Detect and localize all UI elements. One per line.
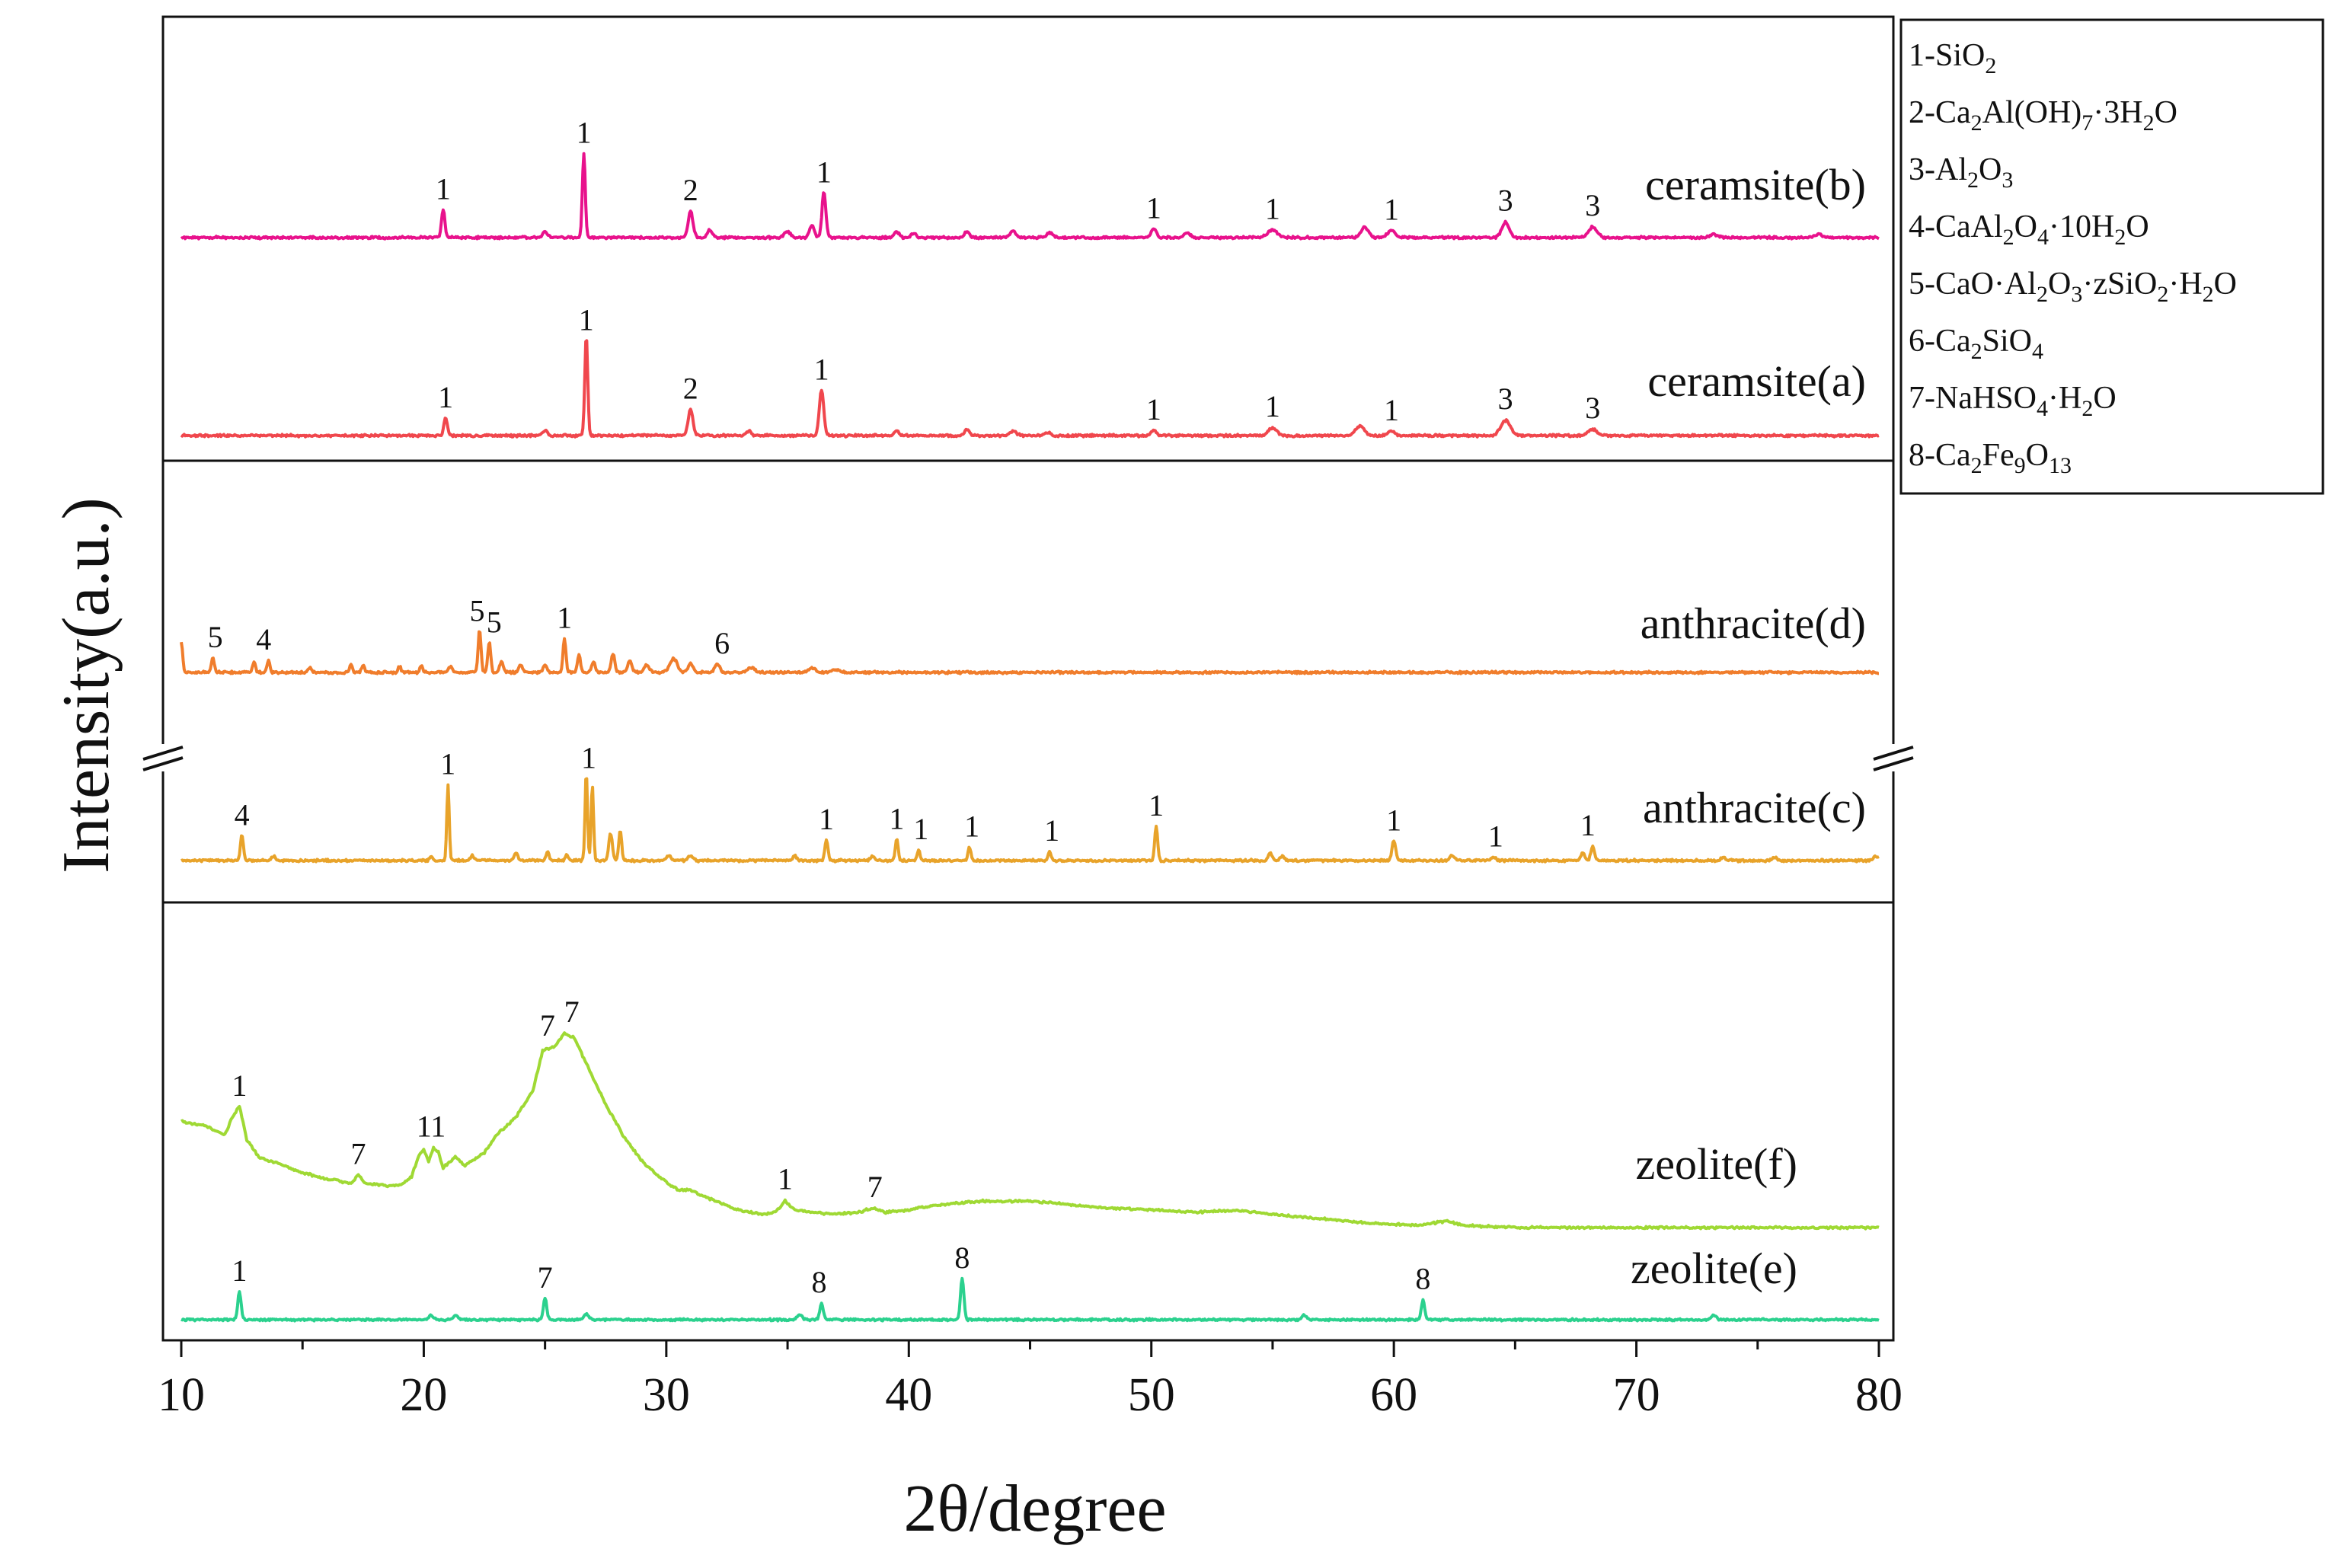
peak-label: 1 — [814, 353, 829, 387]
peak-label: 1 — [913, 812, 928, 846]
peak-label: 3 — [1498, 184, 1513, 218]
peak-label: 1 — [1265, 191, 1280, 225]
series-label: zeolite(f) — [1635, 1139, 1797, 1189]
x-tick-label: 10 — [158, 1369, 205, 1421]
x-tick-label: 20 — [400, 1369, 447, 1421]
peak-label: 5 — [208, 620, 223, 654]
peak-label: 8 — [811, 1265, 826, 1299]
peak-label: 1 — [436, 172, 451, 206]
peak-label: 1 — [579, 302, 594, 337]
peak-label: 1 — [964, 810, 979, 844]
peak-label: 3 — [1585, 391, 1600, 425]
plot-frames — [142, 15, 1914, 1342]
peak-label: 1 — [1044, 813, 1059, 848]
series-labels: ceramsite(b) ceramsite(a) anthracite(d) ant… — [1631, 160, 1866, 1293]
peak-label: 1 — [1580, 808, 1596, 842]
peak-label: 5 — [469, 594, 484, 628]
peak-label: 1 — [1488, 819, 1503, 854]
legend-entry: 8-Ca2Fe9O13 — [1909, 438, 2072, 478]
peak-label: 1 — [438, 380, 453, 414]
peak-label: 5 — [487, 605, 502, 639]
legend-entry: 1-SiO2 — [1909, 38, 1996, 78]
series-label: anthracite(d) — [1641, 599, 1866, 648]
panel-zeolite-frame — [161, 901, 1895, 1342]
peak-label: 2 — [683, 173, 698, 207]
series-label: zeolite(e) — [1631, 1244, 1797, 1293]
x-tick-label: 40 — [885, 1369, 932, 1421]
x-axis-title: 2θ/degree — [903, 1472, 1166, 1546]
legend: 1-SiO2 2-Ca2Al(OH)7·3H2O 3-Al2O3 4-CaAl2O4·… — [1899, 18, 2324, 495]
series-line-ceramsiteb — [180, 152, 1880, 241]
peak-label: 7 — [350, 1137, 366, 1171]
peak-label: 1 — [1386, 803, 1401, 837]
legend-entry: 7-NaHSO4·H2O — [1909, 381, 2117, 421]
axis-break-mark-right — [1873, 756, 1914, 771]
x-tick-label: 70 — [1613, 1369, 1660, 1421]
peak-label: 1 — [1146, 392, 1161, 426]
peak-label: 4 — [235, 798, 250, 832]
peak-label: 6 — [714, 626, 730, 660]
series-label: ceramsite(a) — [1647, 356, 1866, 406]
peak-label: 8 — [954, 1241, 970, 1275]
peak-label: 3 — [1498, 382, 1513, 416]
peak-label: 1 — [557, 601, 572, 635]
legend-entry: 3-Al2O3 — [1909, 152, 2013, 193]
series-line-anthracited — [180, 630, 1880, 675]
panel-ceramsite-frame — [161, 15, 1895, 462]
x-tick-label: 30 — [643, 1369, 690, 1421]
x-axis: 10 20 30 40 50 60 70 80 — [158, 1340, 1903, 1421]
peak-label: 7 — [540, 1008, 555, 1043]
series-line-ceramsitea — [180, 339, 1880, 439]
peak-label: 1 — [889, 802, 904, 836]
peak-label: 7 — [564, 995, 580, 1029]
peak-label: 3 — [1585, 188, 1600, 222]
legend-entry: 6-Ca2SiO4 — [1909, 324, 2043, 364]
series-line-zeolitee — [181, 1276, 1880, 1323]
peak-label: 4 — [256, 622, 271, 656]
y-axis-title: Intensity(a.u.) — [50, 497, 123, 873]
x-tick-label: 80 — [1855, 1369, 1903, 1421]
axis-break-mark-left — [142, 746, 184, 761]
x-tick-label: 50 — [1128, 1369, 1175, 1421]
peak-label: 7 — [867, 1170, 883, 1204]
peak-label: 11 — [417, 1110, 446, 1144]
axis-break-mark-right — [1873, 746, 1914, 761]
axis-break-mark-left — [142, 756, 184, 771]
peak-label: 1 — [440, 747, 455, 781]
series-label: anthracite(c) — [1643, 783, 1866, 832]
peak-label: 2 — [683, 371, 698, 405]
peak-label: 1 — [1384, 393, 1399, 427]
peak-label: 8 — [1415, 1262, 1430, 1296]
legend-box — [1899, 18, 2324, 495]
legend-entry: 2-Ca2Al(OH)7·3H2O — [1909, 95, 2177, 136]
peak-label: 1 — [819, 802, 834, 836]
peak-label: 1 — [816, 155, 832, 189]
peak-label: 7 — [538, 1260, 553, 1295]
legend-entry: 5-CaO·Al2O3·zSiO2·H2O — [1909, 267, 2237, 307]
peak-label: 1 — [1149, 788, 1164, 822]
peak-label: 1 — [232, 1068, 247, 1103]
peak-label: 1 — [1146, 191, 1161, 225]
x-tick-label: 60 — [1370, 1369, 1417, 1421]
peak-label: 1 — [581, 741, 596, 775]
legend-entry: 4-CaAl2O4·10H2O — [1909, 209, 2149, 250]
peak-label: 1 — [1265, 389, 1280, 423]
peak-label: 1 — [577, 116, 592, 150]
peak-label: 1 — [232, 1253, 247, 1288]
series-line-anthracitec — [180, 777, 1880, 864]
series-line-zeolitef — [181, 1031, 1880, 1231]
series-label: ceramsite(b) — [1645, 160, 1866, 209]
series-lines — [180, 152, 1880, 1323]
peak-label: 1 — [778, 1162, 793, 1196]
peak-label: 1 — [1384, 192, 1399, 226]
